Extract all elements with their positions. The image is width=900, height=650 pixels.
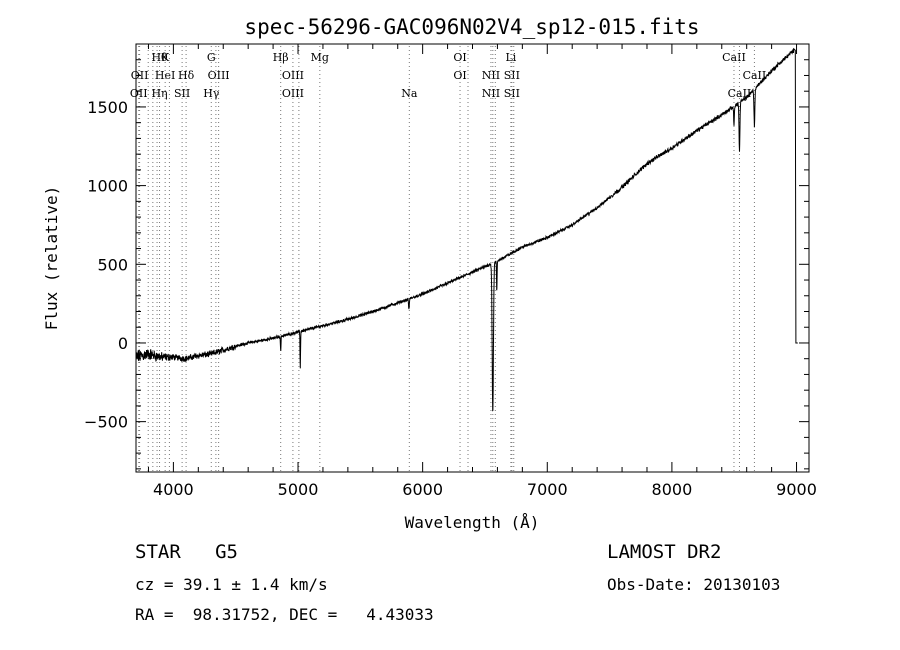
line-label: OIII — [282, 69, 304, 82]
x-axis: 4000 5000 6000 7000 8000 9000 — [147, 44, 817, 499]
y-tick-label: 500 — [97, 255, 128, 274]
x-tick-label: 8000 — [652, 480, 693, 499]
line-label: Na — [401, 87, 418, 100]
line-label: Hθ — [151, 51, 168, 64]
line-label: K — [161, 51, 170, 64]
line-label: NII — [482, 87, 500, 100]
observation-date: Obs-Date: 20130103 — [607, 575, 781, 594]
line-label: OI — [453, 69, 466, 82]
line-label: Li — [505, 51, 516, 64]
coordinates-info: RA = 98.31752, DEC = 4.43033 — [135, 605, 434, 624]
x-axis-label: Wavelength (Å) — [405, 513, 540, 532]
line-label: CaII — [722, 51, 746, 64]
line-label: Hγ — [203, 87, 220, 100]
line-label: OII — [130, 87, 148, 100]
x-tick-label: 9000 — [776, 480, 817, 499]
x-tick-label: 5000 — [278, 480, 319, 499]
y-axis-label: Flux (relative) — [42, 186, 61, 331]
line-label: SII — [174, 87, 190, 100]
line-label: Hβ — [273, 51, 289, 64]
line-label: SII — [504, 87, 520, 100]
y-tick-label: −500 — [84, 413, 128, 432]
line-label: Hδ — [178, 69, 195, 82]
y-tick-label: 1500 — [87, 98, 128, 117]
y-tick-label: 1000 — [87, 177, 128, 196]
redshift-info: cz = 39.1 ± 1.4 km/s — [135, 575, 328, 594]
line-label: SII — [504, 69, 520, 82]
chart-title: spec-56296-GAC096N02V4_sp12-015.fits — [244, 15, 699, 39]
line-label: OIII — [282, 87, 304, 100]
spectrum-line — [135, 47, 798, 412]
line-label: G — [207, 51, 216, 64]
plot-frame — [135, 43, 810, 473]
line-label: Mg — [311, 51, 329, 64]
line-label: CaII — [743, 69, 767, 82]
x-tick-label: 7000 — [527, 480, 568, 499]
line-label: CaII — [728, 87, 752, 100]
line-label: OI — [453, 51, 466, 64]
x-tick-label: 6000 — [402, 480, 443, 499]
line-markers: OIIOIIHθHηKHeISIIHδGHγOIIIHβOIIIOIIIMgNa… — [130, 46, 766, 472]
survey-name: LAMOST DR2 — [607, 541, 722, 563]
line-label: HeI — [155, 69, 175, 82]
x-tick-label: 4000 — [153, 480, 194, 499]
object-class: STAR G5 — [135, 541, 238, 563]
line-label: Hη — [151, 87, 167, 100]
y-axis: −500 0 500 1000 1500 — [84, 43, 809, 470]
line-label: NII — [482, 69, 500, 82]
y-tick-label: 0 — [118, 334, 128, 353]
line-label: OIII — [208, 69, 230, 82]
